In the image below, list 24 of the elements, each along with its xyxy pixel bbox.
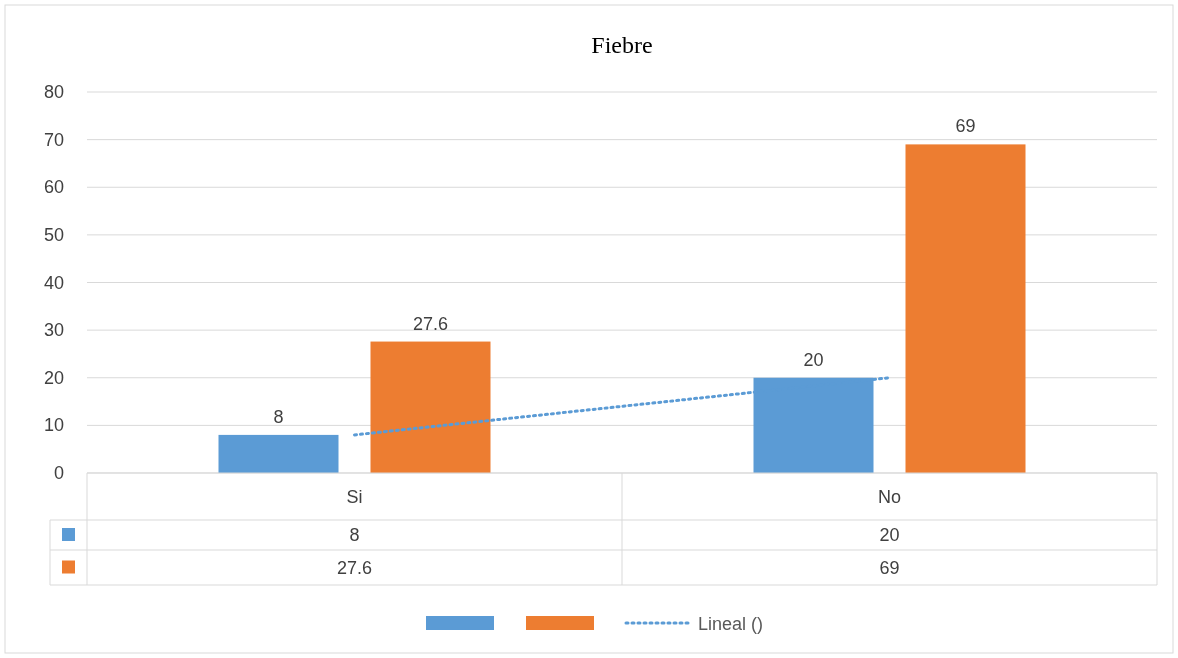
y-tick-label: 80 <box>43 82 64 102</box>
y-tick-label: 30 <box>43 320 64 341</box>
data-label: 27.6 <box>336 557 373 578</box>
data-label: 20 <box>879 525 900 545</box>
chart-title: Fiebre <box>591 32 653 58</box>
y-tick-label: 70 <box>43 129 64 150</box>
y-tick-label: 0 <box>53 463 64 483</box>
y-tick-label: 50 <box>43 224 64 245</box>
y-tick-label: 60 <box>43 177 64 198</box>
x-tick-label: Si <box>346 487 363 507</box>
y-tick-label: 20 <box>43 367 64 388</box>
text: 20 <box>803 349 824 370</box>
text: 8 <box>273 406 284 427</box>
data-label: 69 <box>879 557 900 578</box>
legend-label: Lineal () <box>698 614 764 634</box>
y-tick-label: 10 <box>43 415 64 436</box>
data-label: 8 <box>349 525 360 545</box>
text: 69 <box>955 116 976 137</box>
text: 27.6 <box>412 313 449 334</box>
bar <box>905 144 1026 473</box>
bar <box>218 434 339 473</box>
y-tick-label: 40 <box>43 272 64 293</box>
bar <box>370 341 491 473</box>
x-tick-label: No <box>877 487 902 507</box>
